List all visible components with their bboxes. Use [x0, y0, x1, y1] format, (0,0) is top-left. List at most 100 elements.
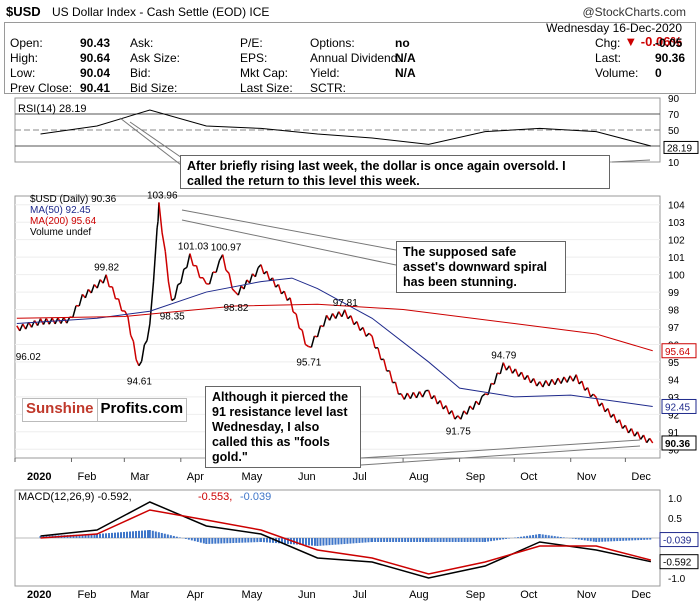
price-bar-101 [314, 335, 318, 338]
price-bar-66 [208, 271, 214, 285]
price-bar-117 [362, 327, 367, 337]
rsi-title: RSI(14) 28.19 [18, 103, 86, 115]
quote-l3-0: P/E: [240, 36, 263, 50]
price-label-5: 101.03 [178, 242, 209, 253]
macd-line [40, 501, 652, 579]
macd-month-label-8: Sep [466, 589, 486, 601]
price-tick-91: 91 [668, 428, 680, 439]
price-bar-188 [575, 374, 580, 385]
price-badge-label-1: 92.45 [665, 402, 690, 413]
price-bar-192 [586, 387, 592, 398]
rsi-leader-3 [611, 159, 651, 163]
quote-l5-2: Volume: [595, 66, 639, 80]
price-bar-55 [173, 284, 179, 299]
logo-part-1: Sunshine [23, 399, 97, 421]
price-bar-1 [16, 325, 21, 332]
price-tick-100: 100 [668, 271, 685, 282]
ma200-line [16, 303, 653, 352]
instrument-name: US Dollar Index - Cash Settle (EOD) ICE [52, 5, 270, 19]
price-bar-89 [277, 284, 283, 295]
price-bar-190 [581, 380, 586, 391]
price-bar-62 [195, 265, 201, 278]
quote-l5-0: Chg: [595, 36, 621, 50]
price-tick-90: 90 [668, 445, 680, 456]
price-bar-133 [409, 391, 415, 400]
price-bar-111 [344, 309, 349, 320]
price-label-9: 97.81 [333, 298, 358, 309]
macd-tick-0.5: 0.5 [668, 514, 682, 525]
price-bar-170 [520, 371, 526, 380]
price-bar-47 [152, 227, 158, 283]
price-bar-166 [508, 365, 514, 374]
price-bar-60 [189, 253, 194, 266]
price-bar-172 [526, 375, 532, 384]
quote-l2-3: Bid Size: [130, 81, 178, 95]
price-legend-0: $USD (Daily) 90.36 [30, 194, 117, 205]
price-bar-197 [601, 402, 606, 412]
macd-tick-1: 1.0 [668, 494, 682, 505]
rsi-annotation: After briefly rising last week, the doll… [180, 155, 610, 189]
macd-month-label-11: Dec [631, 589, 651, 601]
price-bar-187 [572, 374, 577, 382]
price-label-3: 103.96 [147, 190, 178, 201]
ma50-line [16, 277, 653, 407]
price-bar-104 [322, 315, 328, 327]
price-bar-3 [22, 323, 27, 330]
price-bar-64 [202, 277, 207, 285]
price-bar-134 [412, 391, 418, 399]
sunshine-profits-logo: Sunshine Profits.com [22, 398, 188, 422]
price-bar-39 [130, 334, 135, 342]
price-bar-51 [161, 232, 167, 252]
macd-legend-0: MACD(12,26,9) -0.592, [18, 491, 132, 503]
month-label-2: Mar [130, 471, 149, 483]
price-bar-56 [177, 282, 182, 286]
price-bar-131 [403, 392, 409, 400]
price-bar-161 [493, 372, 498, 385]
price-bar-194 [592, 393, 597, 398]
price-bar-176 [539, 381, 544, 388]
price-bar-157 [481, 393, 486, 397]
macd-month-label-6: Jul [353, 589, 367, 601]
quote-l1-1: High: [10, 51, 39, 65]
price-bar-33 [111, 286, 117, 300]
change-pct: ▼ -0.06% [624, 34, 682, 49]
fools-gold-annotation: Although it pierced the 91 resistance le… [205, 386, 361, 468]
price-badge-label-2: 90.36 [665, 439, 690, 450]
price-bar-107 [331, 313, 337, 319]
price-bar-207 [630, 428, 636, 437]
quote-v1-3: 90.41 [80, 81, 111, 95]
price-bar-212 [646, 437, 651, 444]
price-tick-103: 103 [668, 218, 685, 229]
price-bar-87 [271, 277, 277, 288]
month-label-6: Jul [353, 471, 367, 483]
price-bar-45 [146, 323, 151, 341]
price-bar-52 [164, 251, 170, 283]
price-bar-150 [460, 410, 465, 420]
price-bar-175 [536, 381, 541, 387]
quote-l1-2: Low: [10, 66, 36, 80]
price-label-8: 95.71 [296, 358, 321, 369]
logo-part-2: Profits.com [96, 399, 187, 421]
price-bar-180 [551, 378, 556, 386]
price-badge-0 [661, 343, 697, 359]
price-bar-38 [127, 316, 132, 336]
quote-l1-3: Prev Close: [10, 81, 73, 95]
macd-month-label-0: 2020 [27, 589, 51, 601]
price-bar-160 [490, 382, 495, 385]
quote-l1-0: Open: [10, 36, 43, 50]
price-bar-43 [140, 344, 146, 362]
month-label-9: Oct [520, 471, 537, 483]
month-label-4: May [241, 471, 262, 483]
rsi-tick-10: 10 [668, 158, 680, 169]
price-tick-104: 104 [668, 201, 685, 212]
price-bar-2 [19, 323, 24, 332]
price-tick-97: 97 [668, 323, 680, 334]
safe-leader-2 [181, 219, 397, 266]
price-bar-211 [642, 434, 648, 443]
price-bar-139 [427, 390, 433, 400]
month-label-11: Dec [631, 471, 651, 483]
rsi-badge [663, 140, 699, 154]
price-bar-174 [532, 378, 538, 387]
price-bar-168 [514, 368, 520, 377]
